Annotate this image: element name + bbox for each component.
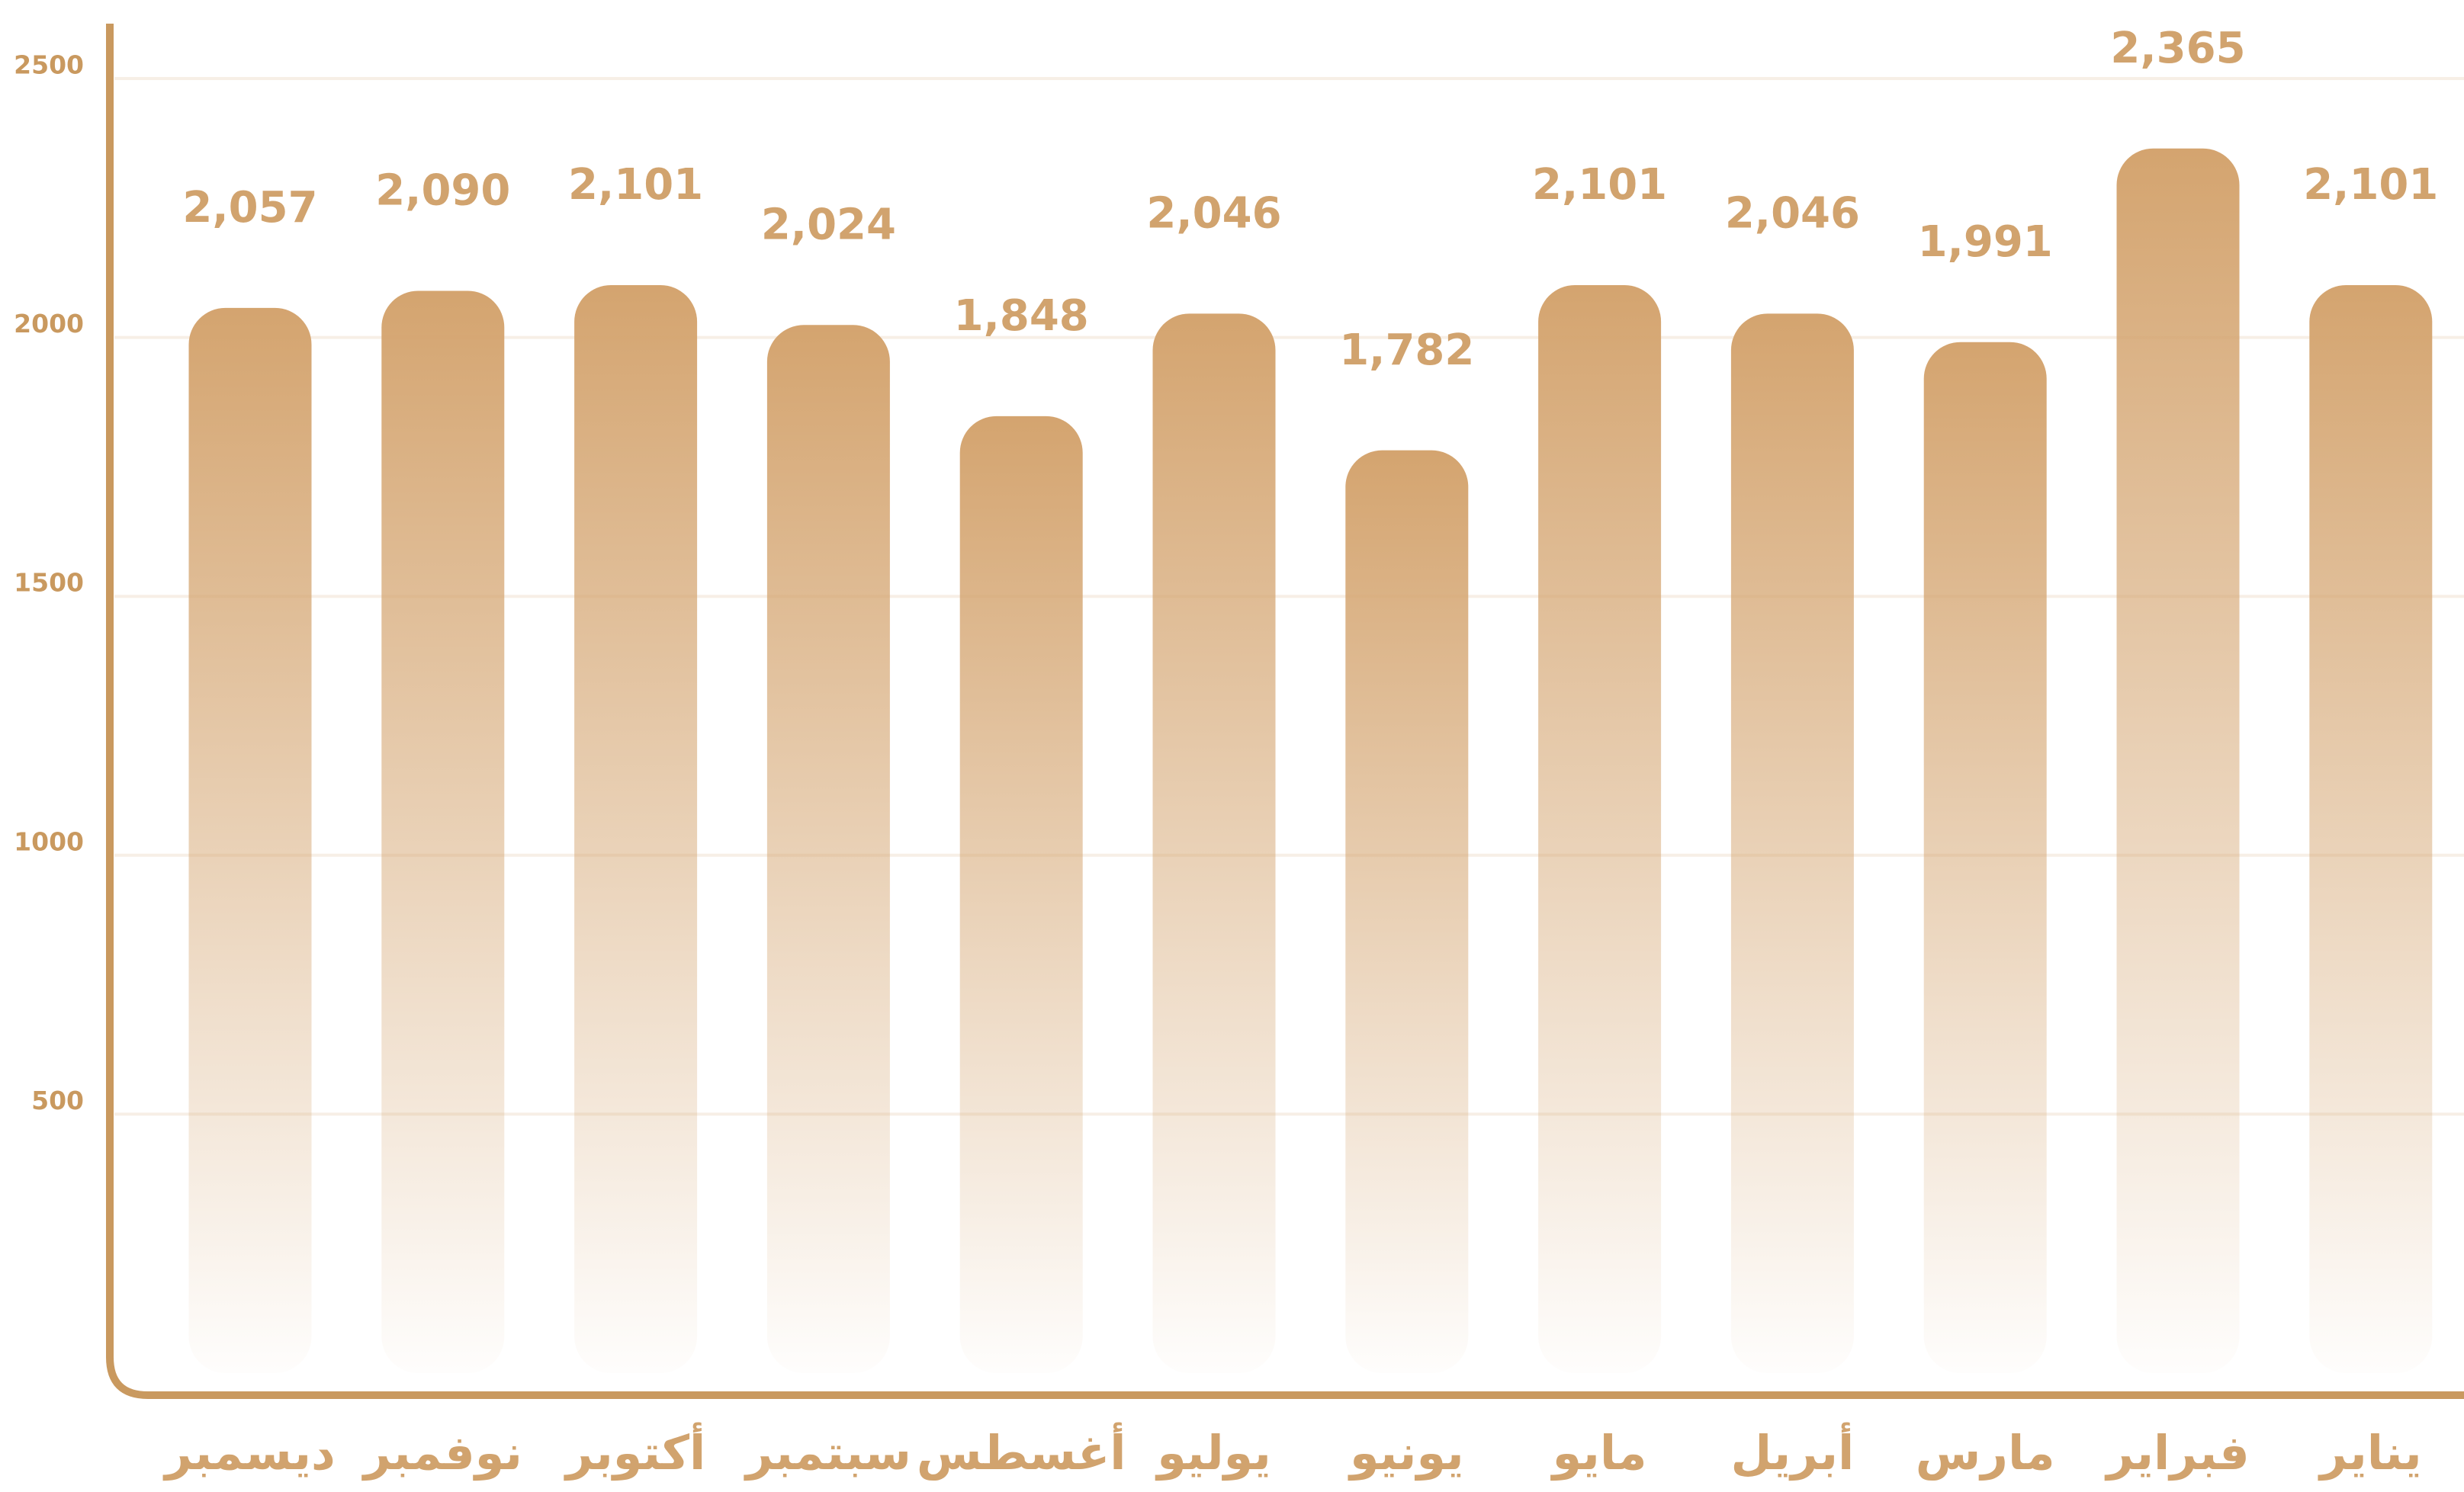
value-label: 2,057 <box>182 183 317 233</box>
x-tick-label: ديسمبر <box>162 1425 336 1481</box>
bar <box>1152 313 1276 1373</box>
bar <box>1730 313 1854 1373</box>
bar <box>959 416 1083 1373</box>
x-tick-label: يناير <box>2318 1425 2422 1481</box>
bar <box>766 325 890 1373</box>
x-tick-label: نوفمبر <box>361 1425 522 1481</box>
value-label: 2,365 <box>2110 24 2245 73</box>
x-tick-label: فبراير <box>2104 1425 2250 1481</box>
value-label: 2,101 <box>568 160 703 210</box>
grid <box>114 77 2464 1116</box>
y-tick-label: 2500 <box>14 50 84 80</box>
value-label: 1,991 <box>1918 217 2053 267</box>
x-tick-label: سبتمبر <box>744 1425 911 1481</box>
y-tick-label: 1500 <box>14 568 84 598</box>
bar <box>2309 285 2433 1374</box>
x-tick-label: أبريل <box>1731 1422 1855 1481</box>
axis-line <box>106 24 2464 1399</box>
value-label: 2,024 <box>761 200 896 249</box>
y-tick-label: 1000 <box>14 826 84 856</box>
bar <box>1923 342 2047 1374</box>
x-tick-label: مارس <box>1916 1425 2055 1481</box>
value-label: 2,101 <box>1532 160 1667 210</box>
bar <box>1345 450 1469 1374</box>
value-label: 2,046 <box>1146 188 1281 238</box>
bar <box>1538 285 1662 1374</box>
bar <box>188 307 312 1373</box>
x-tick-label: أغسطس <box>917 1422 1126 1481</box>
x-tick-label: يونيو <box>1348 1425 1464 1481</box>
bar <box>2116 148 2240 1373</box>
value-label: 2,046 <box>1725 188 1860 238</box>
bars <box>188 148 2433 1374</box>
y-tick-label: 500 <box>31 1086 84 1115</box>
x-tick-label: يوليو <box>1155 1425 1271 1481</box>
value-label: 1,782 <box>1339 326 1474 375</box>
value-label: 1,848 <box>954 291 1089 341</box>
x-tick-label: مايو <box>1550 1425 1647 1481</box>
bar <box>574 285 698 1374</box>
value-label: 2,090 <box>375 166 510 216</box>
x-tick-label: أكتوبر <box>564 1422 705 1481</box>
value-label: 2,101 <box>2303 160 2438 210</box>
y-tick-label: 2000 <box>14 309 84 339</box>
bar <box>381 290 505 1374</box>
